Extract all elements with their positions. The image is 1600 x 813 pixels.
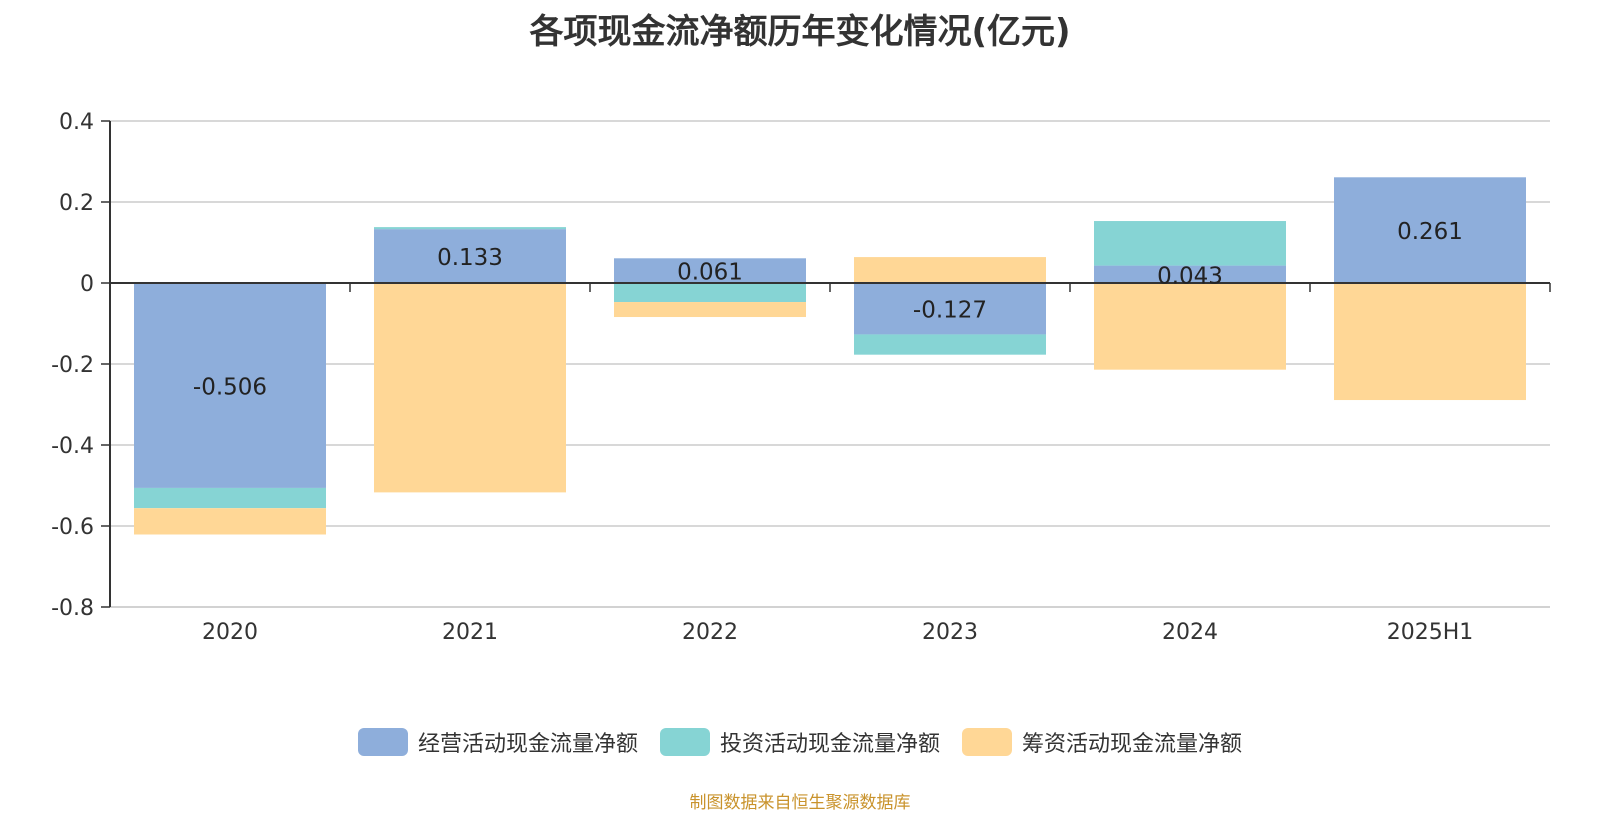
legend-label-investing: 投资活动现金流量净额 (719, 732, 940, 757)
bar-operating-2025H1[interactable] (1334, 177, 1526, 283)
legend-swatch-operating (357, 728, 408, 756)
y-tick-label: 0 (80, 272, 94, 297)
data-label-2023: -0.127 (913, 298, 987, 324)
bar-operating-2023[interactable] (854, 283, 1046, 335)
x-tick-label: 2021 (442, 620, 498, 645)
x-tick-label: 2022 (682, 620, 738, 645)
bar-investing-2024[interactable] (1094, 221, 1286, 266)
x-tick-label: 2020 (202, 620, 258, 645)
bar-financing-2020[interactable] (134, 508, 326, 535)
data-labels: -0.506 0.133 0.061 -0.127 0.043 0.261 (193, 219, 1463, 400)
bar-investing-2021[interactable] (374, 227, 566, 230)
grid-lines (110, 120, 1550, 608)
y-tick-label: 0.2 (59, 191, 94, 216)
data-label-2021: 0.133 (437, 245, 503, 271)
bar-investing-2022[interactable] (614, 283, 806, 303)
bar-financing-2022[interactable] (614, 302, 806, 318)
data-label-2022: 0.061 (677, 260, 743, 286)
legend: 经营活动现金流量净额 投资活动现金流量净额 筹资活动现金流量净额 (0, 726, 1600, 758)
x-tick-label: 2024 (1162, 620, 1218, 645)
y-tick-label: -0.8 (51, 596, 94, 621)
legend-swatch-financing (962, 728, 1012, 756)
legend-item-operating[interactable]: 经营活动现金流量净额 (357, 726, 638, 758)
data-label-2025H1: 0.261 (1397, 219, 1463, 245)
legend-label-financing: 筹资活动现金流量净额 (1022, 732, 1243, 757)
bar-investing-2023[interactable] (854, 334, 1046, 355)
bars (134, 177, 1526, 535)
y-tick-label: -0.4 (51, 434, 94, 459)
data-label-2020: -0.506 (193, 374, 267, 400)
legend-swatch-investing (659, 728, 710, 756)
bar-operating-2021[interactable] (374, 229, 566, 283)
bar-financing-2024[interactable] (1094, 283, 1286, 370)
y-tick-label: -0.6 (51, 515, 94, 540)
y-tick-label: -0.2 (51, 353, 94, 378)
axes: 0.4 0.2 0 -0.2 -0.4 -0.6 -0.8 2020 2021 2022 2023 2… (51, 110, 1551, 645)
chart-svg: 0.4 0.2 0 -0.2 -0.4 -0.6 -0.8 2020 2021 2022 2023 2… (51, 110, 1551, 645)
legend-label-operating: 经营活动现金流量净额 (417, 732, 638, 757)
bar-financing-2021[interactable] (374, 283, 566, 493)
legend-item-financing[interactable]: 筹资活动现金流量净额 (962, 726, 1242, 758)
chart-title: 各项现金流净额历年变化情况(亿元) (529, 12, 1071, 52)
data-label-2024: 0.043 (1157, 263, 1223, 289)
bar-investing-2020[interactable] (134, 487, 326, 509)
legend-item-investing[interactable]: 投资活动现金流量净额 (659, 726, 940, 758)
y-tick-label: 0.4 (59, 110, 94, 135)
bar-operating-2022[interactable] (614, 258, 806, 283)
x-tick-label: 2025H1 (1387, 620, 1474, 645)
source-note: 制图数据来自恒生聚源数据库 (689, 793, 911, 813)
bar-financing-2025H1[interactable] (1334, 283, 1526, 401)
bar-operating-2020[interactable] (134, 283, 326, 488)
bar-financing-2023[interactable] (854, 257, 1046, 283)
bar-operating-2024[interactable] (1094, 265, 1286, 283)
x-tick-label: 2023 (922, 620, 978, 645)
